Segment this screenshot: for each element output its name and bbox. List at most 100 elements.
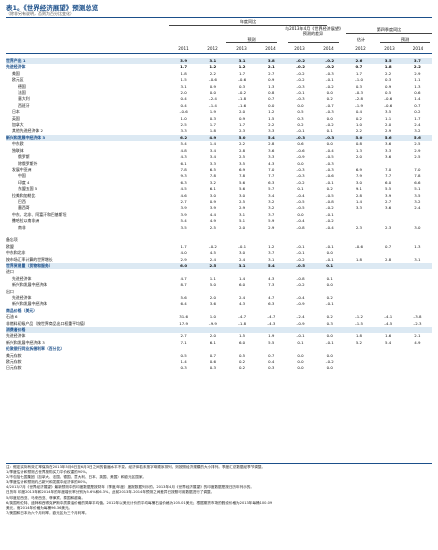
value-cell: 0.0 xyxy=(326,250,333,256)
value-cell: 0.0 xyxy=(297,211,304,217)
row-label: 新兴和发展中经济体 xyxy=(12,301,48,307)
header-yoy-rule xyxy=(169,25,327,26)
table-row: 加拿大 2.5 1.7 1.7 2.2 0.2 –0.2 1.0 2.0 2.4 xyxy=(6,122,432,128)
value-cell: 0.3 xyxy=(326,320,333,326)
value-cell: 3.9 xyxy=(180,211,187,217)
value-cell: 6.0 xyxy=(169,262,199,270)
value-cell: 5.5 xyxy=(385,186,392,192)
value-cell: –0.2 xyxy=(285,58,316,65)
value-cell: 0.9 xyxy=(209,198,216,204)
value-cell: –0.2 xyxy=(237,90,247,96)
row-label: 西班牙 xyxy=(18,102,30,108)
value-cell: 1.8 xyxy=(355,256,363,262)
value-cell: 5.4 xyxy=(180,218,187,224)
value-cell: 31.6 xyxy=(179,314,188,320)
value-cell: 0.7 xyxy=(414,102,421,108)
row-label: 中东欧 xyxy=(12,141,24,147)
value-cell: 4.7 xyxy=(180,275,187,281)
value-cell: 3.1 xyxy=(238,211,246,217)
value-cell: 2.7 xyxy=(180,333,187,339)
value-cell: 2.4 xyxy=(238,256,246,262)
table-row: 消费者价格 xyxy=(6,327,432,334)
table-row: 意大利 0.4 –2.4 –1.8 0.7 –0.3 0.2 –2.8 –0.6 1.4 xyxy=(6,96,432,102)
value-cell: 3.0 xyxy=(238,250,246,256)
row-label: 巴西 xyxy=(18,198,26,204)
value-cell: 2.3 xyxy=(238,128,246,134)
value-cell: –0.4 xyxy=(296,218,305,224)
value-cell: 5.2 xyxy=(355,339,363,345)
header-q4: 第四季度同比 xyxy=(376,27,402,32)
value-cell: 4.9 xyxy=(209,218,216,224)
value-cell: –2.8 xyxy=(354,96,363,102)
value-cell: 1.4 xyxy=(238,275,246,281)
value-cell: 6.1 xyxy=(209,339,216,345)
value-cell: 0.5 xyxy=(385,90,392,96)
value-cell: –1.9 xyxy=(354,102,363,108)
value-cell: 7.8 xyxy=(414,173,421,179)
value-cell: 0.0 xyxy=(326,365,333,371)
value-cell: –0.3 xyxy=(296,83,305,89)
value-cell: 1.7 xyxy=(180,243,187,249)
header-q4-proj: 预测 xyxy=(400,37,410,42)
note-line: 5/印度尼西亚、马来西亚、菲律宾、泰国和越南。 xyxy=(6,495,85,500)
header-year: 2012 xyxy=(207,46,218,51)
value-cell: 2.9 xyxy=(414,147,421,153)
row-label: 加拿大 xyxy=(12,122,24,128)
header-est: 估计 xyxy=(356,37,366,42)
value-cell: –1.0 xyxy=(354,77,363,83)
value-cell: 6.0 xyxy=(385,179,392,185)
value-cell: 0.1 xyxy=(297,339,304,345)
value-cell: –0.6 xyxy=(384,96,393,102)
note-line: 6/英国布伦特、迪拜和西得克萨斯中质原油价格的简单平均值。2012年以美元计价的… xyxy=(6,500,273,505)
table-subtitle: （除非另有说明，否则为百分比变化） xyxy=(6,11,74,16)
value-cell: 1.1 xyxy=(209,275,216,281)
row-label: 南非 xyxy=(18,224,26,230)
value-cell: 2.2 xyxy=(209,70,216,76)
value-cell: 9.1 xyxy=(355,186,363,192)
table-row: 中国 9.3 7.8 7.8 7.7 –0.3 –0.6 7.9 7.7 7.8 xyxy=(6,173,432,179)
table-row: 西班牙 0.4 –1.4 –1.6 0.0 0.0 –0.7 –1.9 –0.6 0.7 xyxy=(6,103,432,109)
value-cell: 3.8 xyxy=(256,58,286,65)
table-row: 中东欧 5.4 1.4 2.2 2.8 0.6 0.0 0.8 3.6 2.5 xyxy=(6,141,432,147)
value-cell: –0.2 xyxy=(325,218,334,224)
row-label: 日元存款 xyxy=(6,365,22,371)
value-cell: 3.2 xyxy=(414,198,421,204)
value-cell: 5.4 xyxy=(256,262,286,270)
value-cell: 1.4 xyxy=(180,359,187,365)
value-cell: –1.5 xyxy=(354,320,363,326)
value-cell: 3.4 xyxy=(268,192,275,198)
value-cell xyxy=(285,327,316,334)
value-cell: 5.5 xyxy=(268,339,275,345)
value-cell xyxy=(169,327,199,334)
value-cell: 3.2 xyxy=(414,128,421,134)
value-cell: –0.2 xyxy=(296,70,305,76)
value-cell: 0.0 xyxy=(297,365,304,371)
value-cell: 1.3 xyxy=(355,147,363,153)
value-cell: –1.4 xyxy=(208,102,217,108)
value-cell: 0.9 xyxy=(238,115,246,121)
value-cell: 1.4 xyxy=(414,96,421,102)
value-cell: 3.3 xyxy=(355,205,363,211)
value-cell: 0.3 xyxy=(238,83,246,89)
value-cell: 2.7 xyxy=(385,198,392,204)
value-cell: 3.7 xyxy=(268,211,275,217)
row-label: 中国 xyxy=(18,173,26,179)
value-cell xyxy=(344,262,374,270)
value-cell: 5.1 xyxy=(238,218,246,224)
note-line: 日历年 印度2013年和2014年的年度增长率分别为5.6%和6.3%，此前20… xyxy=(6,490,215,495)
row-label: 先进经济体 xyxy=(12,295,32,301)
value-cell: 5.6 xyxy=(180,295,187,301)
row-label: 非燃料初级产品（按世界商品出口权重平均值） xyxy=(6,320,88,326)
forecast-table: 世界产出 1 3.9 3.1 3.1 3.8 –0.2 –0.2 2.6 3.5 3.7 先进经济体… xyxy=(6,58,432,372)
value-cell: 8.7 xyxy=(180,282,187,288)
value-cell: –0.9 xyxy=(296,320,305,326)
value-cell: 6.2 xyxy=(169,134,199,142)
value-cell: 7.0 xyxy=(268,166,275,172)
value-cell: 1.5 xyxy=(268,115,275,121)
value-cell xyxy=(315,327,345,334)
value-cell: 4.7 xyxy=(268,295,275,301)
value-cell: 1.9 xyxy=(209,109,216,115)
header-diff: 与2013年4月《世界经济展望》预测的差异 xyxy=(285,26,341,36)
value-cell: 2.5 xyxy=(238,198,246,204)
row-label: 中东、北非、阿富汗和巴基斯坦 xyxy=(12,211,67,217)
